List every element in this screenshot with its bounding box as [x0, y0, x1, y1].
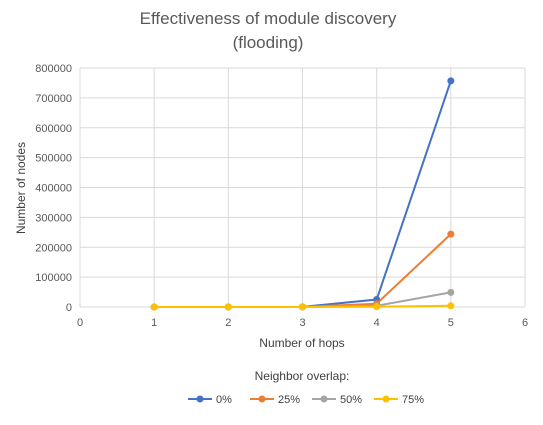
- x-tick-label: 2: [225, 317, 231, 329]
- y-tick-label: 400000: [35, 183, 72, 195]
- x-tick-label: 6: [522, 317, 528, 329]
- y-tick-label: 800000: [35, 63, 72, 75]
- y-tick-label: 100000: [35, 272, 72, 284]
- y-tick-label: 600000: [35, 123, 72, 135]
- y-tick-label: 300000: [35, 212, 72, 224]
- series-3: [150, 302, 455, 311]
- legend-item: 75%: [374, 394, 424, 406]
- y-tick-label: 700000: [35, 93, 72, 105]
- legend-title: Neighbor overlap:: [255, 369, 350, 383]
- legend-label: 50%: [340, 394, 362, 406]
- legend-marker: [382, 395, 390, 403]
- legend-item: 0%: [188, 394, 232, 406]
- x-tick-label: 4: [374, 317, 380, 329]
- data-point: [299, 303, 306, 311]
- data-point: [224, 303, 232, 311]
- legend: 0% 25% 50% 75%: [188, 394, 424, 406]
- chart-title-line-2: (flooding): [233, 33, 304, 52]
- series-lines: [150, 77, 455, 311]
- x-tick-label: 3: [299, 317, 305, 329]
- y-tick-label: 200000: [35, 242, 72, 254]
- x-tick-label: 0: [77, 317, 83, 329]
- y-tick-label: 0: [66, 302, 72, 314]
- legend-label: 25%: [278, 394, 300, 406]
- chart-title-line-1: Effectiveness of module discovery: [140, 9, 397, 28]
- legend-item: 25%: [250, 394, 300, 406]
- legend-label: 0%: [216, 394, 232, 406]
- data-point: [447, 77, 455, 85]
- x-tick-label: 1: [151, 317, 157, 329]
- x-axis-title: Number of hops: [259, 336, 344, 350]
- legend-marker: [320, 395, 328, 403]
- x-tick-label: 5: [448, 317, 454, 329]
- legend-item: 50%: [312, 394, 362, 406]
- y-tick-label: 500000: [35, 153, 72, 165]
- grid-lines: [79, 67, 526, 308]
- data-point: [373, 303, 381, 311]
- legend-label: 75%: [402, 394, 424, 406]
- y-axis-title: Number of nodes: [14, 142, 28, 234]
- legend-marker: [258, 395, 266, 403]
- legend-marker: [196, 395, 204, 403]
- tick-labels: 0 100000 200000 300000 400000 500000 600000 700…: [35, 63, 528, 329]
- data-point: [447, 288, 455, 296]
- data-point: [150, 303, 158, 311]
- data-point: [447, 230, 455, 238]
- data-point: [447, 302, 455, 310]
